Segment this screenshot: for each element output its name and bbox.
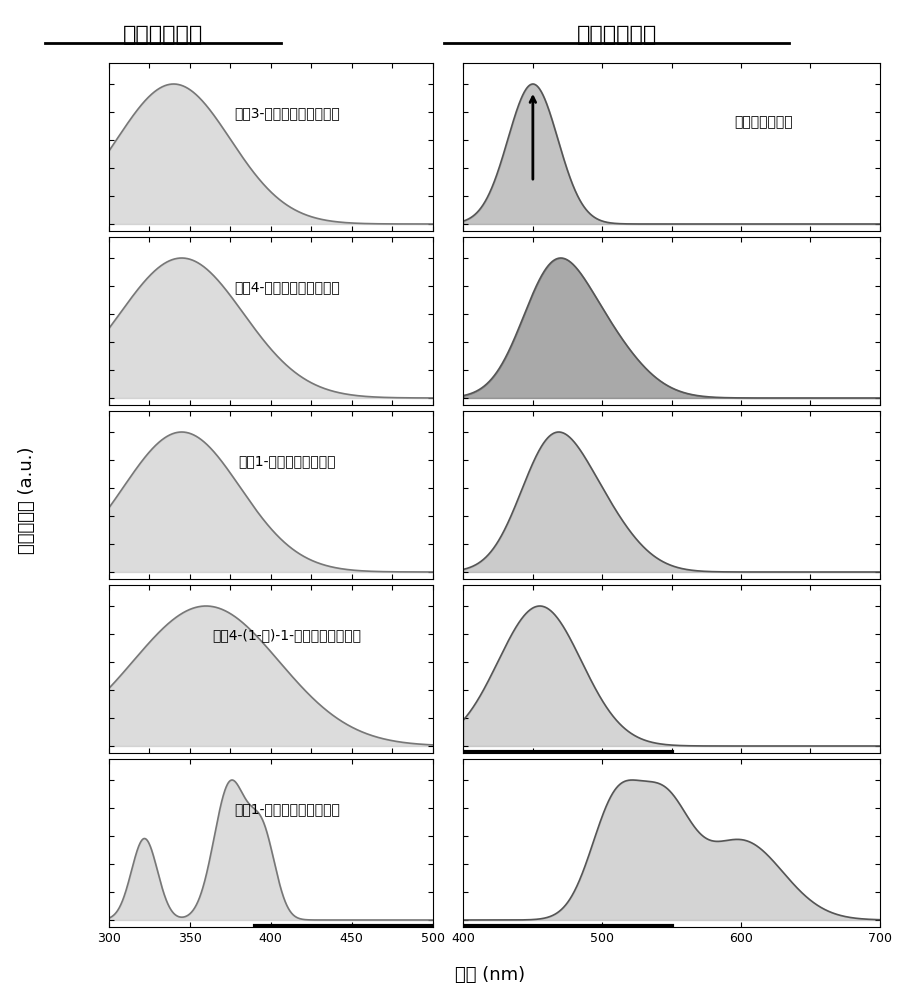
Text: 含有1-萘硼酸的聚合物膜: 含有1-萘硼酸的聚合物膜 (239, 454, 336, 468)
Text: 含有1-芘硼酸的聚合物薄膜: 含有1-芘硼酸的聚合物薄膜 (234, 802, 340, 816)
Text: 含有4-(1-萘)-1-萘硼酸的聚合物膜: 含有4-(1-萘)-1-萘硼酸的聚合物膜 (212, 628, 361, 642)
Text: 加热后磷光增强: 加热后磷光增强 (734, 115, 793, 129)
Text: 波长 (nm): 波长 (nm) (454, 966, 525, 984)
Text: 含有3-联苯硼酸的聚合物膜: 含有3-联苯硼酸的聚合物膜 (234, 106, 340, 120)
Text: 归一化强度 (a.u.): 归一化强度 (a.u.) (18, 446, 36, 554)
Text: 磷光发射光谱: 磷光发射光谱 (577, 25, 657, 45)
Text: 含有4-联苯硼酸的聚合物膜: 含有4-联苯硼酸的聚合物膜 (234, 280, 340, 294)
Text: 荧光发射光谱: 荧光发射光谱 (123, 25, 203, 45)
